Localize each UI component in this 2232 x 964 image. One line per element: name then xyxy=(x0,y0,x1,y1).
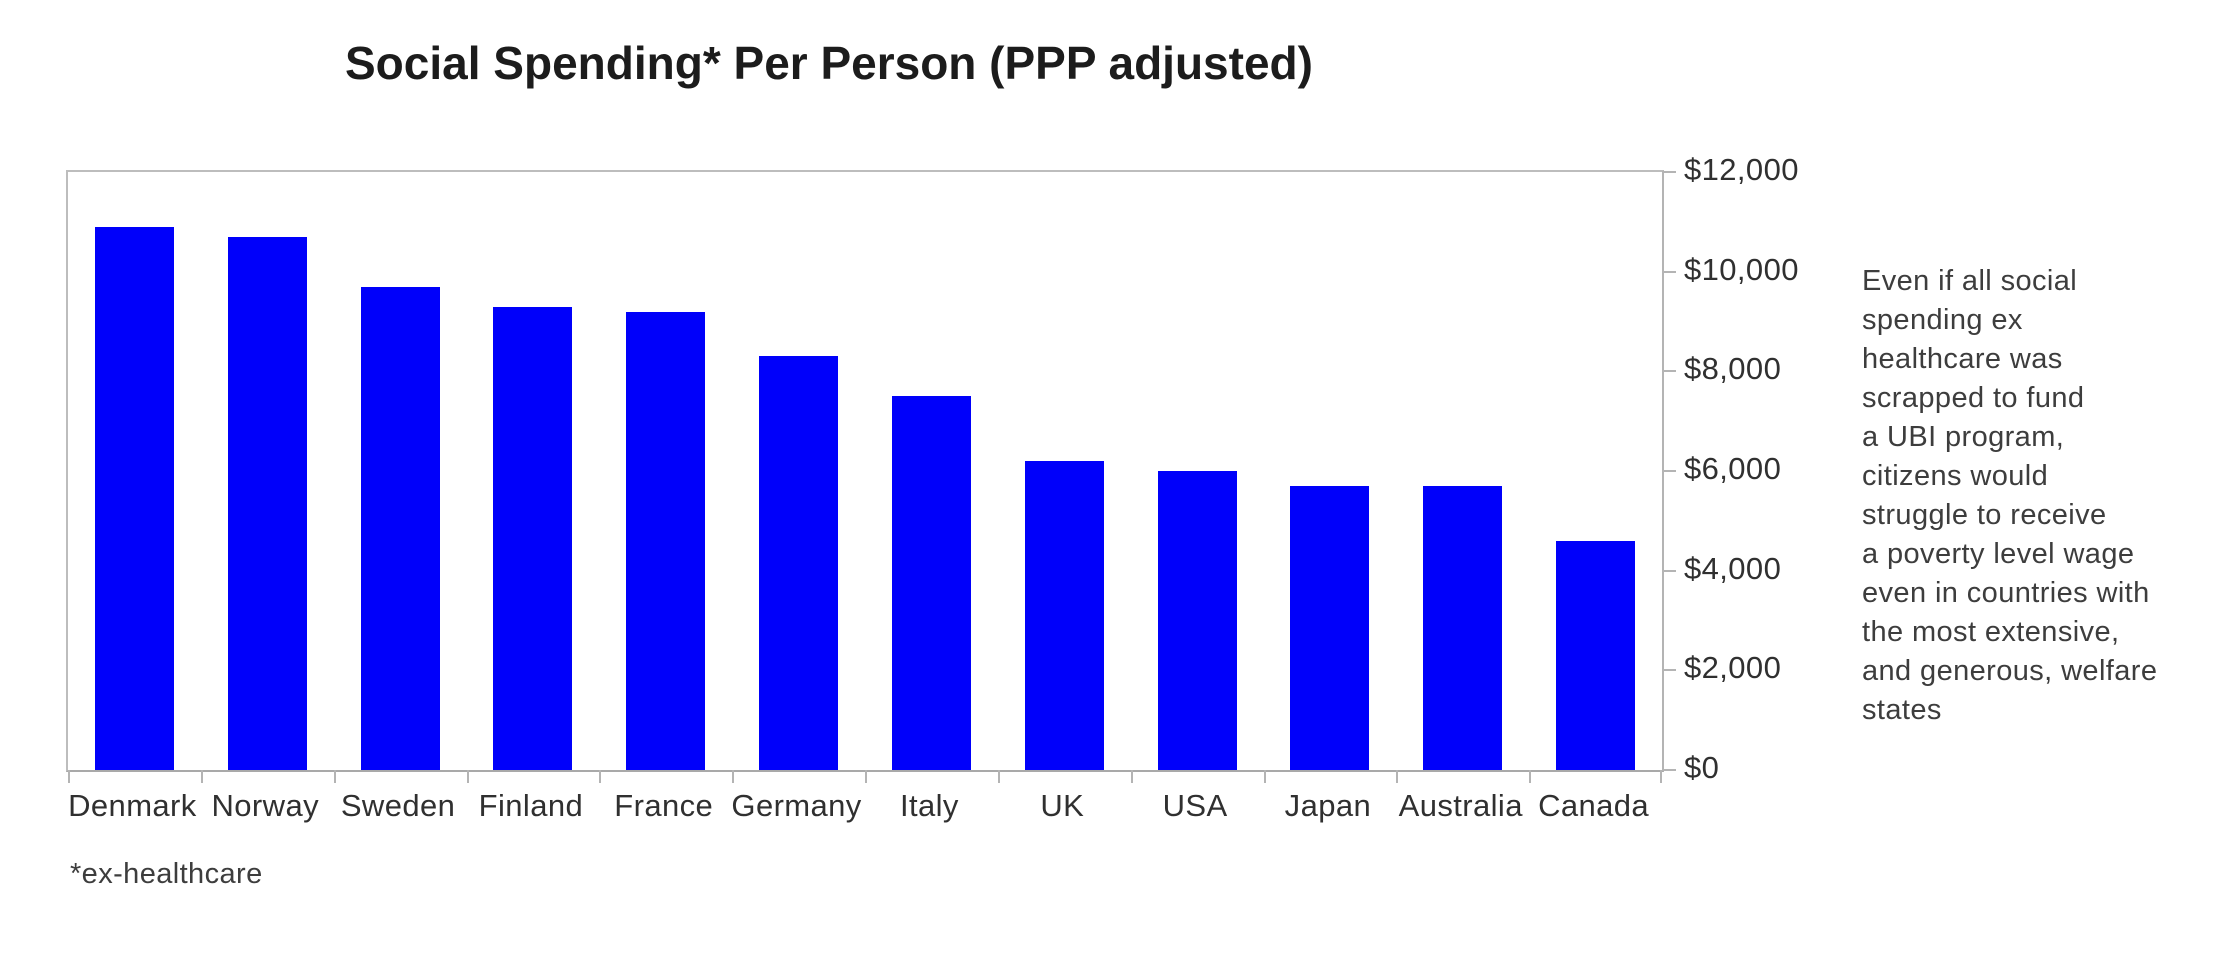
x-axis-tick xyxy=(200,770,203,783)
bar-sweden xyxy=(360,286,440,770)
x-axis-tick xyxy=(1529,770,1532,783)
x-axis-label-france: France xyxy=(614,788,714,823)
y-axis-tick-label: $10,000 xyxy=(1684,251,1799,287)
y-axis-tick xyxy=(1662,669,1676,672)
x-axis-tick xyxy=(997,770,1000,783)
y-axis-tick xyxy=(1662,470,1676,472)
chart-title: Social Spending* Per Person (PPP adjuste… xyxy=(345,37,1313,89)
x-axis-label-germany: Germany xyxy=(731,788,862,823)
x-axis-label-australia: Australia xyxy=(1398,788,1523,823)
bar-finland xyxy=(493,306,573,770)
y-axis-tick xyxy=(1662,370,1676,373)
bar-france xyxy=(626,311,706,770)
x-axis-label-norway: Norway xyxy=(211,788,319,823)
bar-italy xyxy=(891,396,971,770)
y-axis-tick xyxy=(1662,171,1676,173)
x-axis-tick xyxy=(1130,770,1133,783)
y-axis-tick xyxy=(1662,769,1676,771)
bar-australia xyxy=(1423,485,1503,770)
x-axis-label-italy: Italy xyxy=(899,788,959,823)
x-axis-tick xyxy=(865,770,867,783)
bar-denmark xyxy=(94,226,174,770)
x-axis-tick xyxy=(68,770,70,783)
x-axis-tick xyxy=(466,770,469,783)
x-axis-tick xyxy=(732,770,735,783)
bar-uk xyxy=(1024,461,1104,770)
x-axis-tick xyxy=(333,770,336,783)
bar-japan xyxy=(1290,485,1370,770)
x-axis-tick xyxy=(1263,770,1266,783)
x-axis-label-finland: Finland xyxy=(478,788,584,823)
x-axis-label-sweden: Sweden xyxy=(340,788,456,823)
x-axis-tick xyxy=(1396,770,1399,783)
y-axis-tick-label: $4,000 xyxy=(1684,550,1782,586)
y-axis-tick-label: $8,000 xyxy=(1684,351,1782,387)
y-axis-tick-label: $6,000 xyxy=(1684,451,1782,486)
bar-canada xyxy=(1556,540,1636,770)
footnote-text: *ex-healthcare xyxy=(70,858,263,890)
x-axis-tick xyxy=(1660,770,1662,783)
bar-usa xyxy=(1157,471,1237,770)
y-axis-tick-label: $0 xyxy=(1684,750,1720,785)
bar-germany xyxy=(759,356,839,770)
x-axis-tick xyxy=(599,770,602,783)
annotation-text: Even if all social spending ex healthcar… xyxy=(1862,265,2158,726)
y-axis-tick-label: $2,000 xyxy=(1684,650,1782,686)
x-axis-label-canada: Canada xyxy=(1538,788,1650,823)
x-axis-label-japan: Japan xyxy=(1284,788,1372,823)
x-axis-label-uk: UK xyxy=(1040,788,1085,823)
x-axis-label-usa: USA xyxy=(1162,788,1228,823)
y-axis-tick xyxy=(1662,569,1676,572)
y-axis-tick-label: $12,000 xyxy=(1684,152,1799,187)
bar-norway xyxy=(227,236,307,770)
x-axis-label-denmark: Denmark xyxy=(68,788,197,823)
plot-area xyxy=(66,170,1676,783)
y-axis-tick xyxy=(1662,270,1676,273)
